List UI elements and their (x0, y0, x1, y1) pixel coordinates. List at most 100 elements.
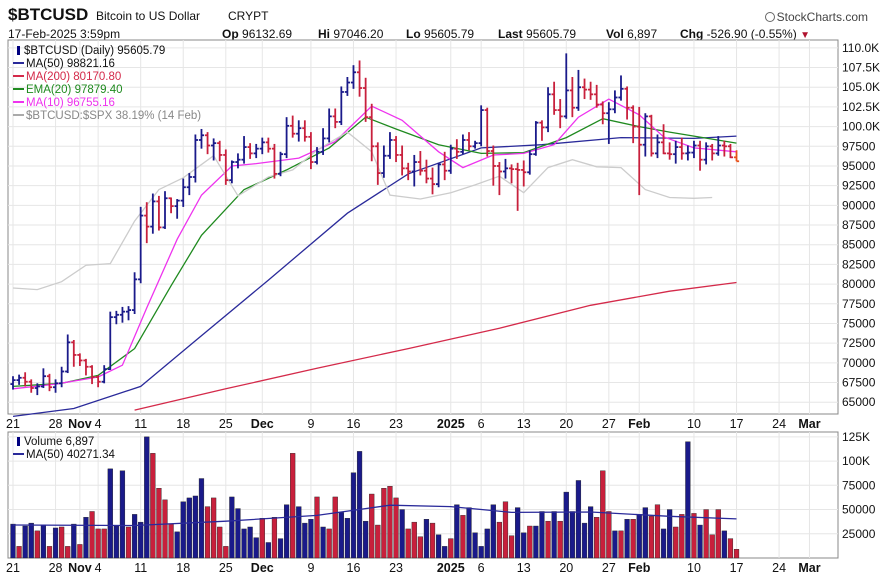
volume-bar (144, 436, 150, 559)
ohlc-bar (65, 334, 71, 374)
volume-bar (83, 517, 89, 559)
volume-bar (296, 506, 302, 559)
quote-last: Last 95605.79 (498, 27, 576, 41)
ohlc-bar (168, 197, 174, 214)
ohlc-bar (259, 137, 265, 155)
ohlc-bar (667, 142, 673, 160)
volume-bar (338, 512, 344, 559)
volume-bar (563, 491, 569, 559)
volume-bar (381, 488, 387, 559)
ohlc-bar (733, 150, 740, 163)
price-y-tick-label: 67500 (842, 376, 876, 390)
ohlc-bar (59, 366, 65, 388)
ohlc-bar (660, 124, 667, 155)
volume-bar (612, 530, 618, 559)
ohlc-bar (581, 78, 588, 100)
volume-bar (265, 542, 271, 559)
price-x-tick-label: Feb (628, 417, 651, 431)
ohlc-bar (296, 120, 302, 142)
ohlc-bar (180, 178, 186, 207)
quote-open: Op 96132.69 (222, 27, 292, 41)
price-x-tick-label: 16 (347, 417, 361, 431)
price-x-tick-label: 25 (219, 417, 233, 431)
volume-x-tick-label: 2025 (437, 561, 465, 575)
ohlc-bar (40, 368, 46, 389)
ohlc-bar (679, 137, 685, 160)
price-x-tick-label: 24 (772, 417, 786, 431)
volume-bar (618, 530, 624, 559)
volume-x-tick-label: Dec (251, 561, 274, 575)
ohlc-bar (502, 158, 509, 179)
price-legend-swatch (13, 101, 24, 103)
ohlc-bar (186, 173, 192, 196)
brand-label: StockCharts.com (776, 10, 868, 24)
volume-bar (496, 521, 503, 559)
volume-bar (436, 534, 442, 559)
ohlc-bar (600, 101, 606, 125)
price-y-tick-label: 87500 (842, 218, 876, 232)
ohlc-bar (697, 140, 703, 171)
ohlc-bar (387, 132, 393, 159)
ohlc-bar (162, 191, 168, 229)
ohlc-bar (606, 102, 612, 144)
price-y-tick-label: 102.5K (842, 100, 880, 114)
ohlc-bar (557, 99, 563, 129)
price-legend-item: EMA(20) 97879.40 (13, 84, 201, 97)
series-line-ma-10- (12, 98, 737, 390)
volume-legend-swatch (13, 453, 24, 455)
ohlc-bar (314, 147, 320, 165)
ohlc-bar (332, 108, 338, 129)
ohlc-bar (436, 162, 442, 188)
ohlc-bar (545, 87, 551, 133)
volume-x-tick-label: 21 (6, 561, 20, 575)
ohlc-bar (630, 105, 636, 144)
volume-x-tick-label: 9 (307, 561, 314, 575)
volume-bar (636, 514, 642, 559)
volume-bar (284, 504, 290, 559)
volume-bar (575, 480, 582, 559)
volume-bar (606, 511, 612, 559)
copyright-icon (764, 12, 775, 22)
volume-bar (594, 517, 600, 559)
price-x-tick-label: 23 (389, 417, 403, 431)
volume-bar (442, 546, 448, 559)
volume-bar (697, 524, 703, 559)
volume-bar (654, 504, 661, 559)
ohlc-bar (290, 115, 296, 138)
price-y-tick-label: 82500 (842, 257, 876, 271)
volume-bar (673, 526, 679, 559)
volume-bar (521, 532, 527, 559)
volume-bar (515, 507, 521, 559)
volume-bar (642, 507, 648, 559)
volume-bar (65, 546, 71, 559)
ohlc-bar (22, 372, 28, 387)
ohlc-bar (28, 379, 34, 393)
ohlc-bar (150, 193, 156, 234)
ohlc-bar (575, 69, 582, 111)
ohlc-bar (405, 162, 411, 181)
brand-link[interactable]: StockCharts.com (764, 10, 868, 24)
ohlc-bar (101, 365, 107, 384)
volume-y-tick-label: 125K (842, 430, 870, 444)
volume-bar (150, 453, 156, 559)
ohlc-bar (192, 134, 198, 183)
ohlc-bar (691, 140, 697, 159)
ohlc-bar (442, 151, 448, 181)
volume-y-tick-label: 50000 (842, 503, 876, 517)
volume-bar (375, 524, 381, 559)
ohlc-bar (521, 160, 527, 187)
ohlc-bar (654, 134, 661, 159)
price-x-tick-label: 20 (559, 417, 573, 431)
ohlc-bar (284, 117, 290, 159)
ohlc-bar (685, 145, 691, 161)
volume-bar (192, 495, 199, 559)
volume-legend-label: MA(50) 40271.34 (26, 449, 115, 461)
ohlc-bar (703, 142, 709, 165)
volume-bar (95, 528, 101, 559)
ohlc-bar (253, 143, 259, 159)
price-x-tick-label: Nov (68, 417, 92, 431)
ohlc-bar (198, 128, 205, 149)
series-line-ma-200- (134, 281, 737, 411)
quote-open-label: Op (222, 27, 239, 41)
price-x-tick-label: 21 (6, 417, 20, 431)
